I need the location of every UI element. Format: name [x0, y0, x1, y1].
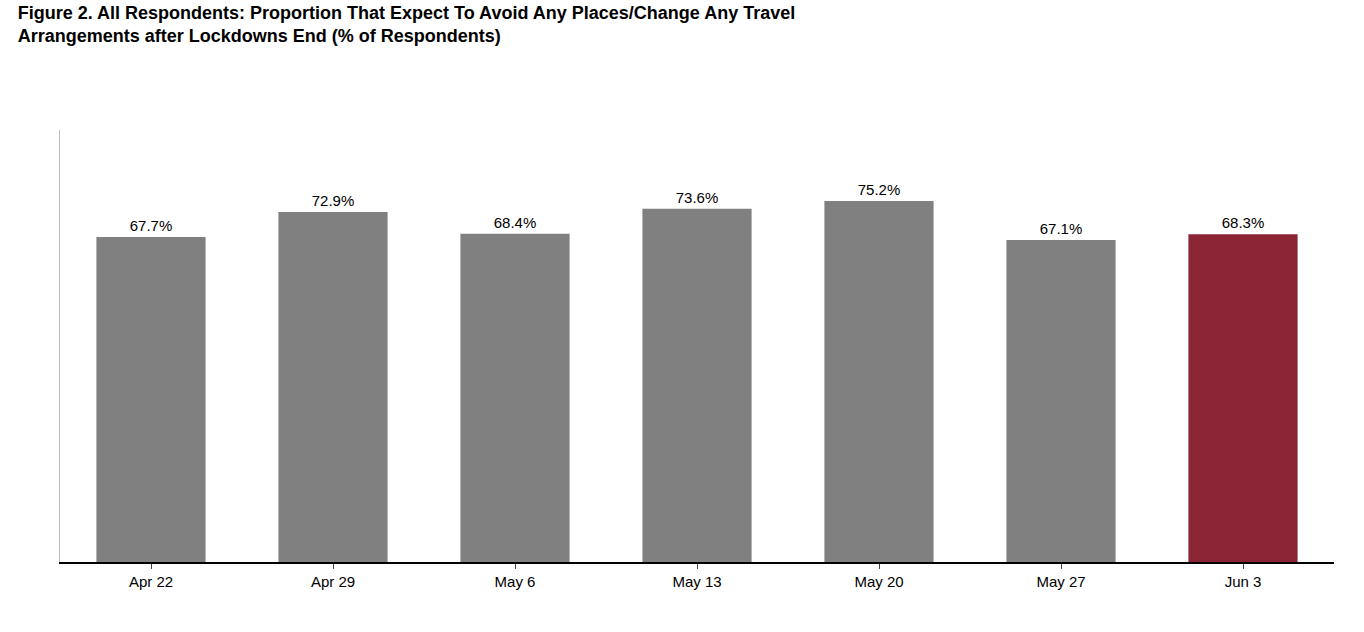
svg-text:72.9%: 72.9% [312, 192, 355, 209]
svg-text:May 27: May 27 [1036, 573, 1085, 590]
svg-text:May 13: May 13 [672, 573, 721, 590]
svg-text:Apr 29: Apr 29 [311, 573, 355, 590]
svg-text:75.2%: 75.2% [858, 181, 901, 198]
svg-text:67.7%: 67.7% [130, 217, 173, 234]
svg-text:73.6%: 73.6% [676, 189, 719, 206]
svg-text:68.3%: 68.3% [1222, 214, 1265, 231]
svg-text:Apr 22: Apr 22 [129, 573, 173, 590]
svg-text:68.4%: 68.4% [494, 214, 537, 231]
svg-text:May 20: May 20 [854, 573, 903, 590]
svg-text:67.1%: 67.1% [1040, 220, 1083, 237]
svg-text:May 6: May 6 [495, 573, 536, 590]
svg-text:Jun 3: Jun 3 [1225, 573, 1262, 590]
svg-text:Figure 2. All Respondents: Pro: Figure 2. All Respondents: Proportion Th… [18, 3, 795, 46]
